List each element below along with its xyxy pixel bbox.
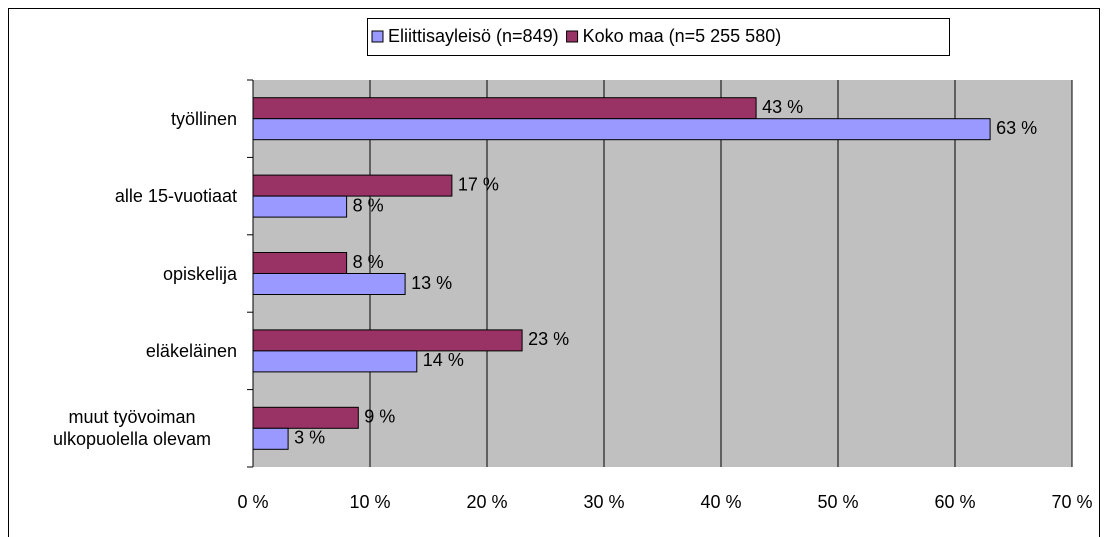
data-label: 43 % [762,97,803,117]
bar [252,350,418,373]
legend-swatch [371,30,384,43]
x-tick-label: 40 % [700,492,741,512]
x-tick-label: 10 % [349,492,390,512]
legend-label: Koko maa (n=5 255 580) [583,26,782,46]
bar [252,427,289,450]
data-label: 63 % [996,118,1037,138]
bar [252,273,406,295]
y-tick-label: eläkeläinen [145,340,237,361]
bar [252,329,523,352]
y-tick-label: muut työvoiman ulkopuolella olevam [52,407,212,450]
data-label: 23 % [528,329,569,349]
data-label: 17 % [458,174,499,194]
x-tick-label: 20 % [466,492,507,512]
data-label: 9 % [364,407,395,427]
bar [252,118,991,141]
data-label: 13 % [411,273,452,293]
x-tick-label: 50 % [817,492,858,512]
bar [252,252,348,274]
legend-swatch [566,30,579,43]
data-label: 3 % [294,428,325,448]
data-label: 14 % [423,350,464,370]
bar [252,195,348,218]
legend-box [367,18,950,56]
y-tick-label: työllinen [170,108,237,129]
x-tick-label: 70 % [1051,492,1092,512]
bar [252,406,359,429]
legend-label: Eliittisayleisö (n=849) [388,26,559,46]
data-label: 8 % [353,195,384,215]
data-label: 8 % [353,252,384,272]
y-tick-label: alle 15-vuotiaat [114,186,237,207]
x-tick-label: 60 % [934,492,975,512]
bar [252,174,453,197]
x-tick-label: 30 % [583,492,624,512]
bar [252,97,757,120]
y-tick-label: opiskelija [162,263,237,284]
x-tick-label: 0 % [237,492,268,512]
